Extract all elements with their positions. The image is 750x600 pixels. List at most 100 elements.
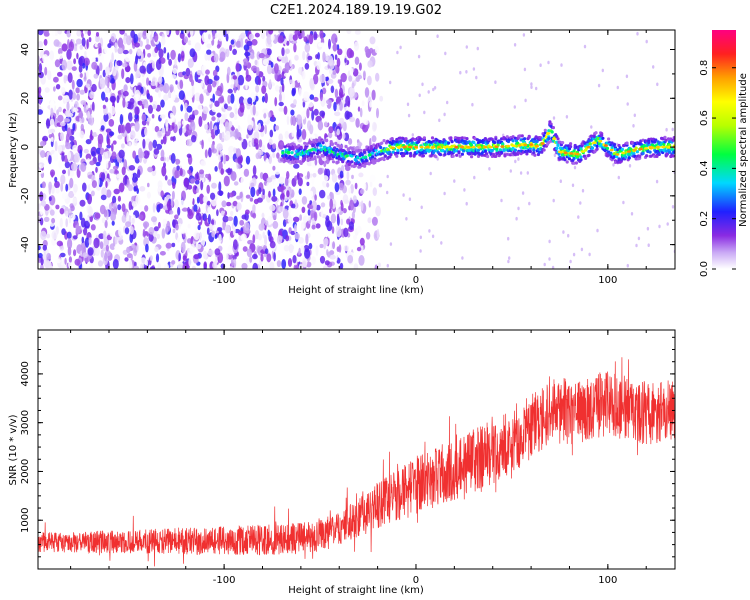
spectrogram-cell (150, 81, 157, 86)
spectrogram-cell (97, 42, 102, 49)
spectrogram-cell (227, 66, 231, 76)
spectrogram-cell (54, 181, 60, 189)
spectrogram-cell (360, 188, 365, 195)
spectrogram-cell (283, 72, 289, 77)
spectrogram-cell (174, 158, 181, 165)
spectrogram-cell (306, 171, 310, 180)
spectrogram-cell (202, 227, 207, 238)
spectrogram-cell (326, 99, 332, 105)
spectrogram-cell (354, 30, 361, 35)
spectrogram-cell (443, 152, 447, 156)
spectrogram-cell (95, 32, 100, 37)
spectrogram-cell (249, 134, 255, 139)
spectrogram-cell (165, 242, 172, 249)
spectrogram-cell (195, 92, 200, 98)
spectrogram-cell (48, 196, 52, 202)
spectrogram-cell (124, 227, 130, 235)
spectrogram-cell (211, 182, 217, 189)
spectrogram-cell (170, 49, 176, 60)
spectrogram-cell (251, 39, 258, 46)
spectrogram-cell (218, 96, 225, 104)
spectrogram-cell (322, 180, 328, 188)
spectrogram-cell (334, 64, 338, 72)
spectrogram-cell (468, 151, 473, 155)
spectrogram-cell (281, 83, 285, 93)
spectrogram-cell (222, 107, 226, 113)
spectrogram-cell (269, 240, 276, 249)
spectrogram-cell (624, 155, 628, 159)
spectrogram-cell (108, 119, 115, 127)
spectrogram-cell (128, 165, 136, 171)
spectrogram-cell (369, 36, 376, 45)
spectrogram-cell (212, 69, 218, 77)
spectrogram-cell (140, 257, 147, 265)
spectrogram-cell (560, 63, 563, 67)
spectrogram-cell (486, 154, 490, 159)
spectrogram-cell (82, 182, 87, 192)
spectrogram-cell (76, 78, 83, 88)
spectrogram-cell (134, 42, 141, 48)
spectrogram-cell (180, 241, 186, 253)
spectrogram-cell (247, 97, 253, 105)
spectrogram-cell (208, 147, 212, 158)
spectrogram-cell (212, 93, 215, 103)
spectrogram-cell (374, 45, 379, 54)
spectrogram-cell (170, 153, 176, 164)
spectrogram-cell (142, 221, 150, 229)
y-tick-label: 1000 (20, 507, 31, 532)
spectrogram-cell (490, 148, 494, 153)
spectrogram-cell (511, 144, 516, 147)
spectrogram-cell (126, 246, 131, 254)
spectrogram-cell (625, 141, 629, 145)
spectrogram-cell (109, 228, 115, 238)
spectrogram-cell (214, 166, 218, 172)
spectrogram-cell (357, 74, 363, 80)
spectrogram-cell (288, 205, 292, 214)
spectrogram-cell (434, 155, 438, 159)
spectrogram-cell (193, 204, 198, 212)
spectrogram-cell (351, 147, 355, 151)
spectrogram-cell (243, 98, 249, 105)
spectrogram-cell (309, 124, 314, 135)
spectrogram-cell (111, 52, 114, 63)
spectrogram-cell (139, 65, 146, 74)
spectrogram-cell (264, 124, 268, 135)
spectrogram-cell (68, 215, 72, 224)
spectrogram-cell (104, 86, 110, 97)
spectrogram-cell (89, 265, 94, 269)
spectrogram-cell (320, 202, 326, 208)
spectrogram-cell (267, 216, 274, 225)
spectrogram-cell (134, 106, 140, 116)
spectrogram-cell (238, 136, 242, 141)
spectrogram-cell (125, 221, 132, 228)
spectrogram-cell (144, 127, 148, 136)
spectrogram-cell (177, 121, 181, 129)
spectrogram-cell (294, 224, 297, 234)
spectrogram-cell (465, 145, 470, 149)
spectrogram-cell (121, 203, 126, 213)
spectrogram-cell (214, 234, 218, 240)
spectrogram-cell (656, 82, 659, 87)
spectrogram-cell (349, 116, 356, 123)
spectrogram-cell (288, 243, 294, 254)
spectrogram-cell (494, 80, 497, 84)
spectrogram-cell (220, 210, 225, 217)
spectrogram-cell (178, 252, 181, 262)
spectrogram-cell (463, 188, 466, 192)
spectrogram-ylabel: Frequency (Hz) (8, 112, 19, 188)
spectrogram-cell (399, 148, 403, 152)
spectrogram-cell (174, 199, 179, 209)
spectrogram-cell (267, 229, 271, 236)
spectrogram-cell (577, 215, 580, 219)
spectrogram-cell (171, 260, 176, 265)
spectrogram-cell (206, 49, 212, 55)
spectrogram-cell (145, 44, 151, 50)
spectrogram-cell (227, 94, 231, 104)
spectrogram-cell (313, 31, 318, 41)
spectrogram-cell (289, 79, 293, 84)
spectrogram-cell (129, 98, 135, 105)
spectrogram-cell (159, 83, 164, 92)
spectrogram-cell (514, 159, 517, 164)
spectrogram-cell (234, 121, 239, 128)
spectrogram-cell (184, 53, 189, 65)
